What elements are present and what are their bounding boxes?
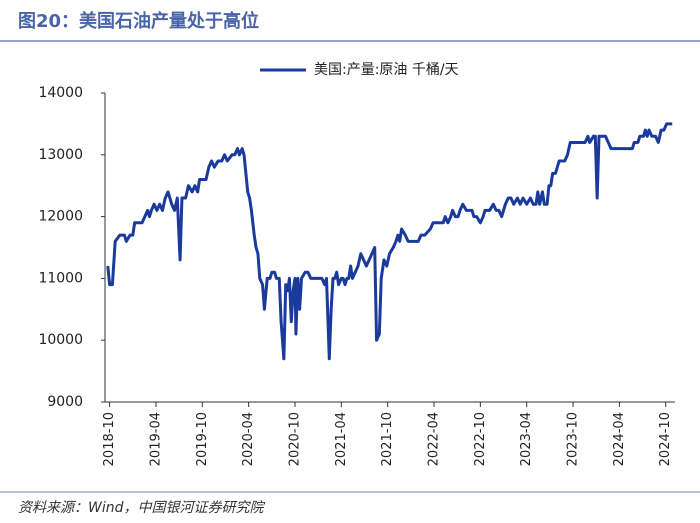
- x-tick-label: 2018-10: [102, 412, 117, 466]
- x-tick-label: 2021-10: [380, 412, 395, 466]
- legend-label: 美国:产量:原油 千桶/天: [314, 62, 459, 78]
- line-series: [106, 122, 673, 361]
- x-tick-label: 2021-04: [334, 412, 349, 466]
- x-tick-label: 2023-04: [519, 412, 534, 466]
- x-tick-label: 2019-04: [148, 412, 163, 466]
- y-tick-label: 13000: [38, 147, 83, 163]
- x-tick-label: 2024-04: [612, 412, 627, 466]
- x-tick-label: 2023-10: [566, 412, 581, 466]
- y-tick-label: 12000: [38, 209, 83, 225]
- x-tick-label: 2022-04: [427, 412, 442, 466]
- x-tick-label: 2024-10: [658, 412, 673, 466]
- x-tick-label: 2019-10: [195, 412, 210, 466]
- chart-title: 图20：美国石油产量处于高位: [18, 10, 259, 32]
- x-tick-label: 2022-10: [473, 412, 488, 466]
- x-tick-label: 2020-04: [241, 412, 256, 466]
- y-tick-label: 11000: [38, 270, 83, 286]
- y-tick-label: 9000: [47, 394, 83, 410]
- x-tick-label: 2020-10: [288, 412, 303, 466]
- y-tick-label: 14000: [38, 85, 83, 101]
- y-tick-label: 10000: [38, 332, 83, 348]
- source-note: 资料来源：Wind，中国银河证券研究院: [18, 500, 265, 516]
